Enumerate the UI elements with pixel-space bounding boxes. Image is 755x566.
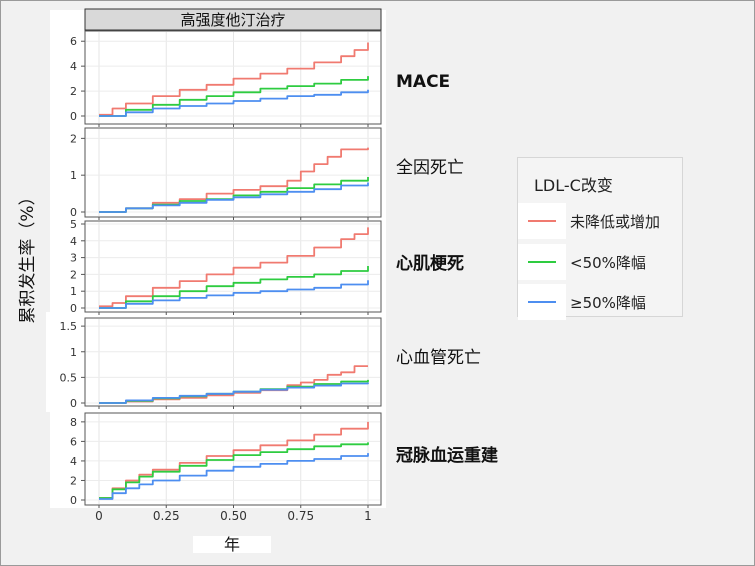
legend-key xyxy=(518,203,566,239)
x-tick-label: 0.50 xyxy=(220,509,247,523)
panel-2: 0 1 2 全因死亡 xyxy=(70,127,464,220)
y-tick-label: 0 xyxy=(70,494,77,507)
y-tick-label: 1 xyxy=(70,285,77,298)
legend-label: 未降低或增加 xyxy=(570,213,661,231)
y-tick-label: 1.5 xyxy=(60,320,78,333)
y-tick-label: 2 xyxy=(70,85,77,98)
y-tick-label: 8 xyxy=(70,416,77,429)
series-line xyxy=(99,442,369,499)
x-tick-label: 0.75 xyxy=(287,509,314,523)
x-tick-label: 0.25 xyxy=(153,509,180,523)
series-line xyxy=(99,147,369,213)
y-tick-label: 0 xyxy=(70,397,77,410)
panel-3: 0 1 2 3 4 5 心肌梗死 xyxy=(70,218,464,315)
y-tick-label: 5 xyxy=(70,218,77,231)
legend-item: ≥50%降幅 xyxy=(518,284,684,320)
x-tick-label: 0 xyxy=(95,509,103,523)
y-tick-label: 0 xyxy=(70,206,77,219)
panel-label: 心血管死亡 xyxy=(396,348,481,368)
legend-label: ≥50%降幅 xyxy=(570,294,646,312)
series-line xyxy=(99,89,369,117)
y-tick-label: 1 xyxy=(70,346,77,359)
legend-swatch xyxy=(528,261,556,263)
legend-label: <50%降幅 xyxy=(570,254,646,272)
panel-5: 0 2 4 6 8 冠脉血运重建 xyxy=(70,412,498,508)
legend-title: LDL-C改变 xyxy=(534,176,613,195)
legend-swatch xyxy=(528,220,556,222)
legend: LDL-C改变 未降低或增加 <50%降幅 ≥50%降幅 xyxy=(517,157,684,320)
y-tick-label: 0.5 xyxy=(60,371,78,384)
plot-backdrop-left xyxy=(46,312,86,412)
y-tick-label: 1 xyxy=(70,169,77,182)
series-line xyxy=(99,42,369,116)
x-axis-label: 年 xyxy=(193,536,271,553)
y-tick-label: 0 xyxy=(70,110,77,123)
x-tick-label: 1 xyxy=(364,509,372,523)
y-tick-label: 0 xyxy=(70,302,77,315)
title-strip xyxy=(84,8,382,31)
series-line xyxy=(99,421,369,499)
legend-item: 未降低或增加 xyxy=(518,203,684,239)
panel-label: 冠脉血运重建 xyxy=(396,445,498,466)
panel-4: 0 0.5 1 1.5 心血管死亡 xyxy=(60,317,481,410)
series-line xyxy=(99,453,369,500)
chart-title: 高强度他汀治疗 xyxy=(180,11,285,29)
legend-swatch xyxy=(528,301,556,303)
legend-key xyxy=(518,244,566,280)
legend-item: <50%降幅 xyxy=(518,244,684,280)
panel-label: MACE xyxy=(396,72,450,92)
y-tick-label: 4 xyxy=(70,235,77,248)
legend-key xyxy=(518,284,566,320)
y-axis-label: 累积发生率（%） xyxy=(18,188,38,323)
y-tick-label: 6 xyxy=(70,35,77,48)
y-tick-label: 4 xyxy=(70,455,77,468)
y-tick-label: 2 xyxy=(70,268,77,281)
y-tick-label: 2 xyxy=(70,132,77,145)
y-tick-label: 4 xyxy=(70,60,77,73)
series-line xyxy=(99,280,369,309)
panel-label: 全因死亡 xyxy=(396,158,464,178)
series-line xyxy=(99,382,369,404)
y-tick-label: 2 xyxy=(70,474,77,487)
y-tick-label: 6 xyxy=(70,435,77,448)
panel-label: 心肌梗死 xyxy=(396,253,464,274)
series-line xyxy=(99,227,369,308)
series-line xyxy=(99,182,369,213)
y-tick-label: 3 xyxy=(70,252,77,265)
panel-1: 0 2 4 6 MACE xyxy=(70,30,450,127)
